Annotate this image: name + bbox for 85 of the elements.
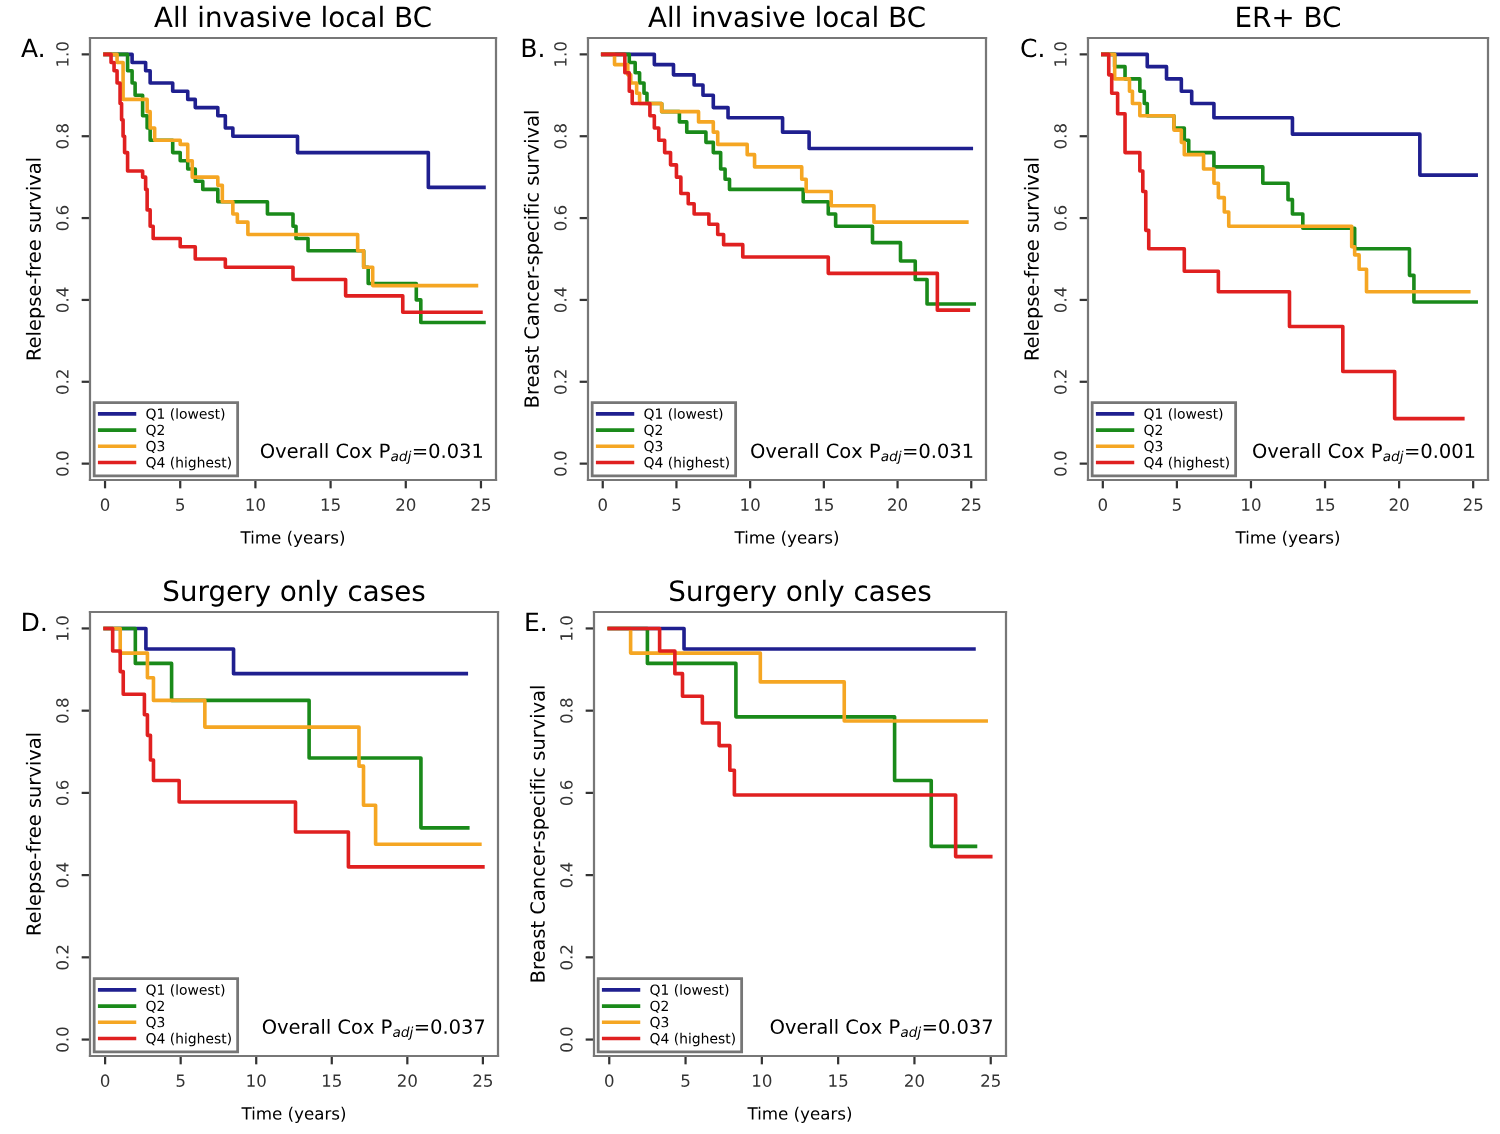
x-tick-label: 0	[100, 1074, 110, 1087]
annotation: Overall Cox P$_{adj}$=0.031	[751, 443, 973, 464]
x-tick-label: 10	[246, 498, 265, 511]
x-tick-label: 15	[323, 1074, 341, 1087]
y-tick-label: 0.6	[554, 205, 567, 231]
x-tick-label: 5	[176, 1074, 185, 1087]
y-tick-label: 0.2	[560, 945, 573, 970]
x-tick-label: 25	[1463, 498, 1483, 511]
chart-title: Surgery only cases	[164, 579, 425, 607]
y-tick-label: 0.6	[560, 780, 573, 806]
x-tick-label: 0	[1098, 498, 1108, 511]
chart-title: All invasive local BC	[154, 5, 431, 28]
text: E.	[526, 612, 546, 631]
y-tick-label: 0.8	[56, 698, 69, 723]
y-tick-label: 0.0	[56, 451, 69, 476]
x-tick-label: 15	[1316, 498, 1335, 511]
x-tick-label: 25	[961, 498, 981, 511]
x-tick-label: 25	[981, 1074, 1000, 1087]
x-tick-label: 10	[247, 1074, 266, 1087]
chart-title: Surgery only cases	[670, 579, 931, 607]
y-tick-label: 0.6	[56, 780, 69, 806]
x-tick-label: 20	[1389, 498, 1409, 511]
y-tick-label: 0.2	[1054, 370, 1067, 394]
y-tick-label: 0.4	[560, 862, 573, 888]
text: A.	[21, 38, 43, 57]
y-axis-title: Relepse-free survival	[25, 733, 45, 935]
x-tick-label: 20	[905, 1074, 924, 1087]
y-tick-label: 0.0	[1054, 451, 1067, 476]
x-tick-label: 5	[1172, 498, 1181, 511]
y-tick-label: 1.0	[554, 42, 567, 66]
annotation: Overall Cox P$_{adj}$=0.001	[1253, 443, 1475, 464]
y-tick-label: 0.2	[56, 945, 69, 970]
text: B.	[522, 38, 543, 57]
x-tick-label: 25	[471, 498, 491, 511]
annotation: Overall Cox P$_{adj}$=0.037	[262, 1018, 485, 1040]
x-tick-label: 10	[753, 1074, 772, 1087]
y-tick-label: 0.4	[56, 287, 69, 313]
y-tick-label: 0.4	[56, 862, 69, 888]
y-tick-label: 0.8	[56, 124, 69, 149]
x-tick-label: 20	[396, 498, 416, 511]
y-tick-label: 0.8	[554, 124, 567, 149]
y-axis-title: Relepse-free survival	[1023, 158, 1043, 360]
x-tick-label: 20	[888, 498, 908, 511]
x-axis-title: Time (years)	[241, 1106, 346, 1123]
x-axis-title: Time (years)	[747, 1106, 852, 1123]
x-tick-label: 25	[473, 1074, 493, 1087]
x-tick-label: 5	[681, 1074, 690, 1087]
y-tick-label: 1.0	[1054, 42, 1067, 66]
x-tick-label: 5	[672, 498, 681, 511]
y-tick-label: 1.0	[56, 42, 69, 66]
y-tick-label: 0.0	[560, 1027, 573, 1052]
x-tick-label: 15	[815, 498, 833, 511]
annotation: Overall Cox P$_{adj}$=0.031	[260, 443, 483, 464]
y-tick-label: 0.0	[554, 451, 567, 476]
x-tick-label: 0	[598, 498, 607, 511]
text: D.	[23, 612, 46, 631]
y-tick-label: 0.8	[1054, 124, 1067, 149]
x-tick-label: 10	[741, 498, 760, 511]
y-tick-label: 0.6	[56, 205, 69, 231]
x-tick-label: 20	[397, 1074, 417, 1087]
x-tick-label: 10	[1242, 498, 1261, 511]
y-tick-label: 1.0	[560, 616, 573, 640]
y-tick-label: 0.2	[56, 370, 69, 394]
x-tick-label: 0	[100, 498, 110, 511]
y-tick-label: 1.0	[56, 616, 69, 640]
x-tick-label: 15	[321, 498, 340, 511]
y-axis-title: Breast Cancer-specific survival	[523, 111, 543, 407]
chart-title: All invasive local BC	[648, 5, 925, 28]
y-tick-label: 0.8	[560, 698, 573, 723]
y-tick-label: 0.0	[56, 1027, 69, 1052]
x-tick-label: 0	[605, 1074, 614, 1087]
x-axis-title: Time (years)	[734, 530, 839, 547]
y-axis-title: Relepse-free survival	[25, 158, 45, 360]
y-tick-label: 0.6	[1054, 205, 1067, 231]
x-tick-label: 15	[829, 1074, 848, 1087]
text: C.	[1021, 38, 1043, 58]
y-tick-label: 0.4	[1054, 287, 1067, 313]
chart-title: ER+ BC	[1237, 6, 1340, 28]
x-axis-title: Time (years)	[1235, 530, 1340, 547]
x-axis-title: Time (years)	[240, 530, 345, 547]
x-tick-label: 5	[176, 498, 185, 511]
y-tick-label: 0.4	[554, 287, 567, 313]
y-axis-title: Breast Cancer-specific survival	[529, 686, 549, 982]
y-tick-label: 0.2	[554, 370, 567, 394]
annotation: Overall Cox P$_{adj}$=0.037	[770, 1018, 992, 1040]
